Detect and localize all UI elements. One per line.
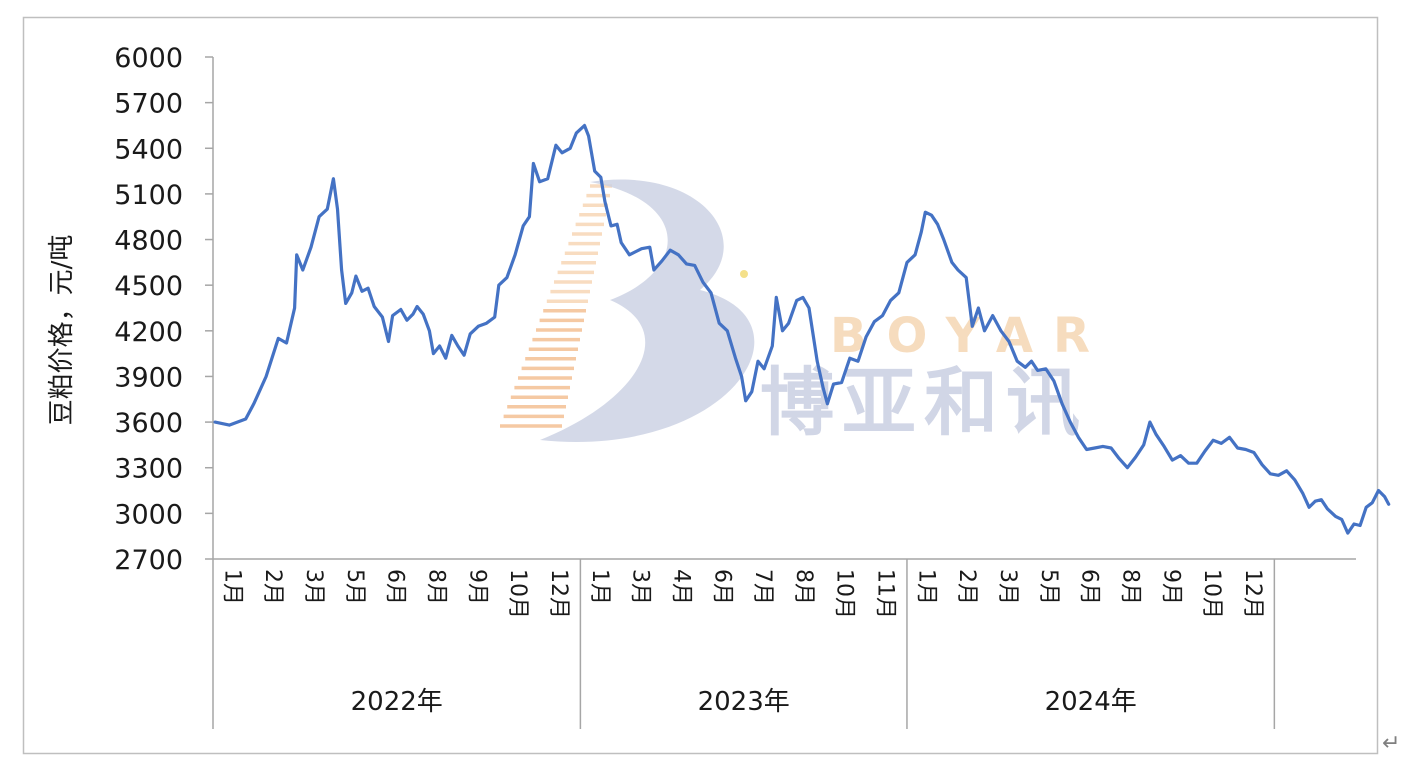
x-tick-label: 3月 [995,569,1020,605]
y-axis-title: 豆粕价格，元/吨 [47,235,77,426]
x-tick-label: 3月 [628,569,653,605]
chart-frame [22,16,1379,755]
x-tick-label: 9月 [464,569,489,605]
watermark-eye [740,270,748,278]
paragraph-mark: ↵ [1382,731,1400,756]
x-tick-label: 10月 [505,569,530,619]
x-tick-label: 12月 [546,569,571,619]
x-tick-label: 8月 [791,569,816,605]
y-tick-label: 3000 [114,499,183,530]
x-tick-label: 6月 [1077,569,1102,605]
boyar-watermark: BOYAR 博亚和讯 [500,179,1110,446]
series-group [213,123,1391,535]
x-tick-label: 1月 [587,569,612,605]
x-tick-label: 9月 [1158,569,1183,605]
y-tick-label: 3900 [114,362,183,393]
x-tick-label: 8月 [1117,569,1142,605]
y-tick-label: 5100 [114,180,183,211]
x-tick-label: 3月 [301,569,326,605]
y-tick-label: 4800 [114,226,183,257]
year-label: 2024年 [1045,687,1137,717]
x-tick-label: 10月 [832,569,857,619]
x-tick-label: 6月 [383,569,408,605]
x-tick-label: 12月 [1240,569,1265,619]
watermark-brand-en: BOYAR [830,308,1110,364]
y-tick-label: 5700 [114,89,183,120]
x-tick-label: 10月 [1199,569,1224,619]
x-tick-label: 2月 [954,569,979,605]
y-axis: 2700 3000 3300 3600 3900 4200 4500 4800 5100 5400… [114,43,214,576]
x-tick-label: 1月 [219,569,244,605]
x-tick-label: 1月 [913,569,938,605]
watermark-b-logo [540,179,755,442]
watermark-brand-cn: 博亚和讯 [760,360,1088,446]
x-axis: 1月 2月 3月 5月 6月 8月 9月 10月 12月 2022年 1月 3月 4月 6月 7月 8月 10月… [212,558,1356,729]
y-tick-label: 4500 [114,271,183,302]
y-tick-label: 6000 [114,43,183,74]
y-tick-label: 3600 [114,408,183,439]
x-tick-label: 6月 [709,569,734,605]
watermark-stripes [500,184,612,428]
x-tick-label: 5月 [342,569,367,605]
year-label: 2023年 [698,687,790,717]
x-tick-label: 7月 [750,569,775,605]
year-label: 2022年 [351,687,443,717]
y-tick-label: 5400 [114,134,183,165]
x-tick-label: 8月 [424,569,449,605]
y-tick-label: 3300 [114,454,183,485]
x-tick-label: 11月 [873,569,898,619]
x-tick-label: 4月 [668,569,693,605]
y-tick-label: 4200 [114,317,183,348]
x-tick-label: 2月 [260,569,285,605]
x-tick-label: 5月 [1036,569,1061,605]
series-line [213,123,1391,535]
y-tick-label: 2700 [114,545,183,576]
